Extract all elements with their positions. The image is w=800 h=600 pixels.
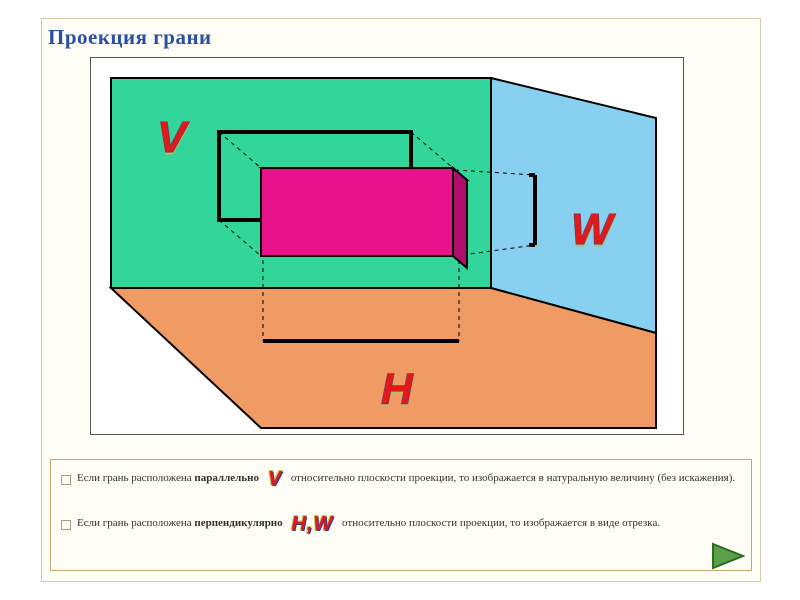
line2-post: относительно плоскости проекции, то изоб… [342,517,660,529]
next-button[interactable] [710,541,746,571]
label-v: V [157,113,190,162]
label-w: W [571,205,616,254]
diagram-svg: V W H [91,58,683,434]
solid-side [453,168,467,268]
title-text: Проекция грани [48,25,212,49]
description-line-2: Если грань расположена перпендикулярно H… [51,505,751,544]
line1-pre: Если грань расположена [77,472,194,484]
label-h: H [381,365,414,414]
diagram: V W H [90,57,684,435]
bullet-icon [61,520,71,530]
triangle-right-icon [710,541,746,571]
description-box: Если грань расположена параллельно V отн… [50,459,752,571]
line1-parallel: параллельно [194,472,259,484]
description-line-1: Если грань расположена параллельно V отн… [51,460,751,499]
bullet-icon [61,475,71,485]
slide: Проекция грани [41,18,761,582]
line2-perp: перпендикулярно [194,517,282,529]
page-title: Проекция грани [48,25,212,50]
line2-label-hw: H,W [285,511,339,538]
line2-pre: Если грань расположена [77,517,194,529]
line1-label-v: V [262,466,288,493]
line1-post: относительно плоскости проекции, то изоб… [291,472,735,484]
solid-front [261,168,453,256]
